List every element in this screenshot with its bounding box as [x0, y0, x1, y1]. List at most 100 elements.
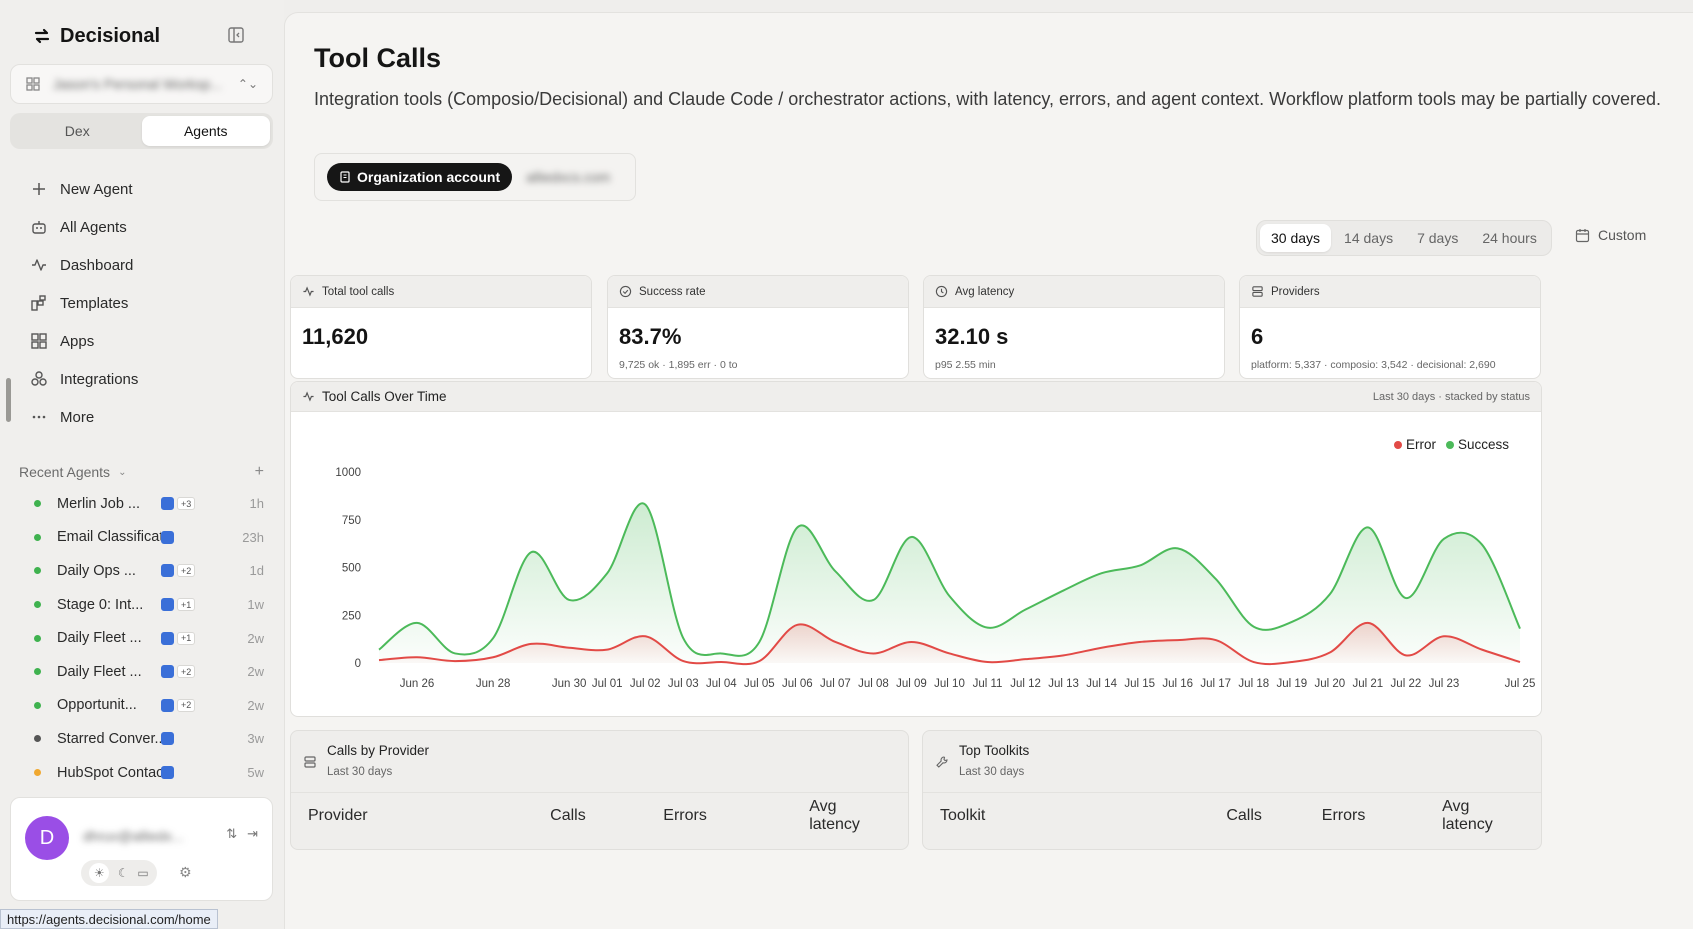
sidebar-item-dashboard[interactable]: Dashboard: [30, 246, 138, 284]
sun-icon[interactable]: ☀: [89, 863, 110, 883]
range-24-hours[interactable]: 24 hours: [1482, 230, 1537, 246]
column-header[interactable]: Avg latency: [1442, 798, 1493, 833]
more-icon: [32, 415, 46, 419]
stat-label: Total tool calls: [322, 285, 395, 298]
organization-account-button[interactable]: Organization account: [327, 163, 513, 191]
column-header[interactable]: Calls: [1226, 807, 1262, 824]
chevron-down-icon: ⌄: [118, 466, 127, 478]
column-header[interactable]: Provider: [308, 807, 368, 824]
integration-badges: +2: [161, 665, 196, 679]
stat-card-success-rate: Success rate 83.7% 9,725 ok · 1,895 err …: [607, 275, 909, 379]
account-selector: Organization account alliedxcs.com: [314, 153, 636, 201]
y-tick-label: 250: [342, 610, 361, 622]
sidebar-item-apps[interactable]: Apps: [30, 322, 138, 360]
templates-icon: [31, 295, 46, 311]
agent-age: 2w: [247, 664, 264, 680]
integration-badges: [161, 732, 174, 746]
x-tick-label: Jun 28: [476, 678, 511, 690]
gear-icon[interactable]: ⚙: [179, 864, 192, 880]
x-tick-label: Jul 17: [1200, 678, 1231, 690]
column-header[interactable]: Calls: [550, 807, 586, 824]
tab-agents[interactable]: Agents: [141, 116, 270, 146]
tab-dex[interactable]: Dex: [64, 123, 90, 139]
monitor-icon[interactable]: ▭: [137, 866, 149, 880]
logout-icon[interactable]: ⇥: [247, 826, 258, 841]
x-tick-label: Jul 19: [1276, 678, 1307, 690]
stat-label: Providers: [1271, 285, 1320, 298]
stat-sub: platform: 5,337 · composio: 3,542 · deci…: [1251, 359, 1496, 371]
recent-agent-item[interactable]: Merlin Job ... +3 1h: [34, 487, 264, 521]
organization-domain[interactable]: alliedxcs.com: [526, 169, 611, 185]
brand[interactable]: Decisional: [34, 22, 160, 50]
sidebar-item-all-agents[interactable]: All Agents: [30, 208, 138, 246]
integration-icon: [161, 497, 174, 511]
stat-label: Success rate: [639, 285, 706, 298]
grid-icon: [26, 77, 40, 91]
sidebar-item-integrations[interactable]: Integrations: [30, 360, 138, 398]
recent-agent-item[interactable]: HubSpot Contact ... 5w: [34, 756, 264, 790]
column-header[interactable]: Toolkit: [940, 807, 986, 824]
custom-range-label: Custom: [1598, 227, 1647, 243]
recent-agents-title: Recent Agents: [19, 464, 111, 480]
column-header[interactable]: Errors: [663, 807, 707, 824]
recent-agent-item[interactable]: Opportunit... +2 2w: [34, 689, 264, 723]
x-tick-label: Jul 05: [744, 678, 775, 690]
column-header[interactable]: Errors: [1321, 807, 1366, 824]
more-integrations-badge: +1: [177, 631, 196, 645]
dex-agents-toggle: Dex Agents: [10, 113, 273, 149]
chart-subtitle: Last 30 days · stacked by status: [1372, 390, 1530, 403]
agent-age: 3w: [247, 731, 264, 747]
recent-agent-item[interactable]: Starred Conver... 3w: [34, 722, 264, 756]
integration-icon: [161, 631, 174, 645]
error-line[interactable]: [378, 621, 1521, 666]
status-dot: [34, 533, 41, 541]
agent-age: 1d: [249, 563, 264, 579]
recent-agents-header[interactable]: Recent Agents ⌄ +: [19, 463, 264, 481]
recent-agent-item[interactable]: Daily Fleet ... +1 2w: [34, 621, 264, 655]
sidebar-scrollbar[interactable]: [6, 378, 11, 422]
panel-title: Top Toolkits: [959, 743, 1030, 758]
legend-error[interactable]: Error: [1393, 437, 1436, 452]
stat-card-providers: Providers 6 platform: 5,337 · composio: …: [1239, 275, 1541, 379]
range-7-days[interactable]: 7 days: [1417, 230, 1459, 246]
status-dot: [34, 701, 41, 709]
user-card: D dhruv@alliedx... ⇅ ⇥ ☀ ☾ ▭ ⚙: [10, 797, 273, 901]
status-dot: [34, 567, 41, 575]
range-14-days[interactable]: 14 days: [1344, 230, 1394, 246]
sidebar-item-label: Apps: [60, 332, 95, 350]
add-recent-agent-icon[interactable]: +: [254, 463, 264, 480]
recent-agent-item[interactable]: Daily Ops ... +2 1d: [34, 554, 264, 588]
workspace-switcher[interactable]: Jason's Personal Worksp... ⌃⌄: [10, 64, 273, 104]
x-tick-label: Jul 22: [1391, 678, 1422, 690]
recent-agent-item[interactable]: Email Classificatio... 23h: [34, 521, 264, 555]
sidebar-collapse-icon[interactable]: [227, 26, 245, 44]
activity-icon: [32, 259, 46, 271]
page-description: Integration tools (Composio/Decisional) …: [314, 89, 1661, 109]
agent-name: Opportunit...: [57, 697, 137, 714]
sidebar-item-templates[interactable]: Templates: [30, 284, 138, 322]
agent-name: Daily Fleet ...: [57, 663, 142, 680]
recent-agent-item[interactable]: Stage 0: Int... +1 1w: [34, 588, 264, 622]
time-range-selector: 30 days 14 days 7 days 24 hours: [1256, 220, 1552, 256]
avatar[interactable]: D: [25, 816, 69, 860]
range-30-days[interactable]: 30 days: [1260, 224, 1332, 252]
tool-calls-chart-card: Tool Calls Over Time Last 30 days · stac…: [290, 381, 1542, 717]
column-header[interactable]: Avg latency: [809, 798, 860, 833]
status-dot: [34, 668, 41, 676]
table-header: Toolkit Calls Errors Avg latency: [923, 793, 1541, 839]
recent-agent-item[interactable]: Daily Fleet ... +2 2w: [34, 655, 264, 689]
sidebar-item-label: New Agent: [60, 180, 133, 198]
sidebar-item-more[interactable]: More: [30, 398, 138, 436]
moon-icon[interactable]: ☾: [117, 866, 129, 880]
panel-subtitle: Last 30 days: [327, 766, 393, 778]
sidebar-item-new-agent[interactable]: New Agent: [30, 170, 138, 208]
chevron-updown-icon[interactable]: ⇅: [226, 826, 238, 841]
custom-range-button[interactable]: Custom: [1575, 227, 1646, 243]
integration-badges: [161, 766, 174, 780]
success-line[interactable]: [378, 502, 1521, 657]
legend-success[interactable]: Success: [1445, 437, 1509, 452]
x-tick-label: Jul 03: [668, 678, 699, 690]
stat-value: 11,620: [302, 324, 369, 349]
main-content: Tool Calls Integration tools (Composio/D…: [284, 12, 1693, 929]
agent-age: 2w: [247, 630, 264, 646]
